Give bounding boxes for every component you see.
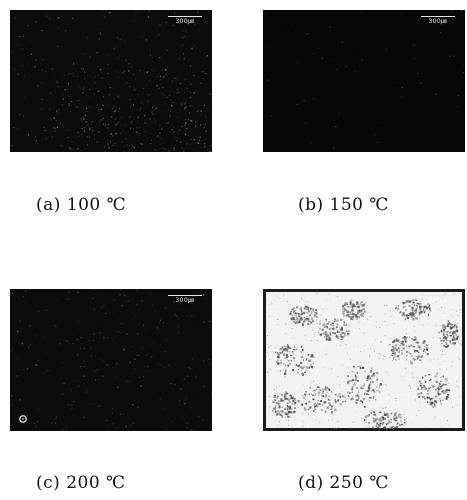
scale-bar-line (168, 16, 202, 17)
micrograph-texture-d (266, 292, 462, 430)
scale-bar-d: 300㎛ (421, 295, 455, 304)
micrograph-panel-b: 300㎛ (263, 10, 465, 152)
micrograph-panel-c: 300㎛ (10, 289, 212, 431)
micrograph-panel-d: 300㎛ (263, 289, 465, 431)
scale-bar-label: 300㎛ (428, 18, 448, 25)
panel-caption-c: (c) 200 ℃ (36, 473, 126, 493)
scale-bar-label: 300㎛ (175, 18, 195, 25)
micrograph-texture-b (264, 10, 465, 152)
scale-bar-c: 300㎛ (168, 295, 202, 304)
micrograph-texture-a (11, 10, 212, 152)
micrograph-texture-c (10, 289, 212, 431)
panel-caption-d: (d) 250 ℃ (298, 473, 389, 493)
scale-bar-line (421, 16, 455, 17)
scale-bar-label: 300㎛ (175, 297, 195, 304)
scale-bar-line (168, 295, 202, 296)
micrograph-panel-a: 300㎛ (10, 10, 212, 152)
scale-bar-label: 300㎛ (428, 297, 448, 304)
scale-bar-a: 300㎛ (168, 16, 202, 25)
panel-caption-b: (b) 150 ℃ (298, 195, 389, 215)
scale-bar-line (421, 295, 455, 296)
scale-bar-b: 300㎛ (421, 16, 455, 25)
panel-caption-a: (a) 100 ℃ (36, 195, 127, 215)
